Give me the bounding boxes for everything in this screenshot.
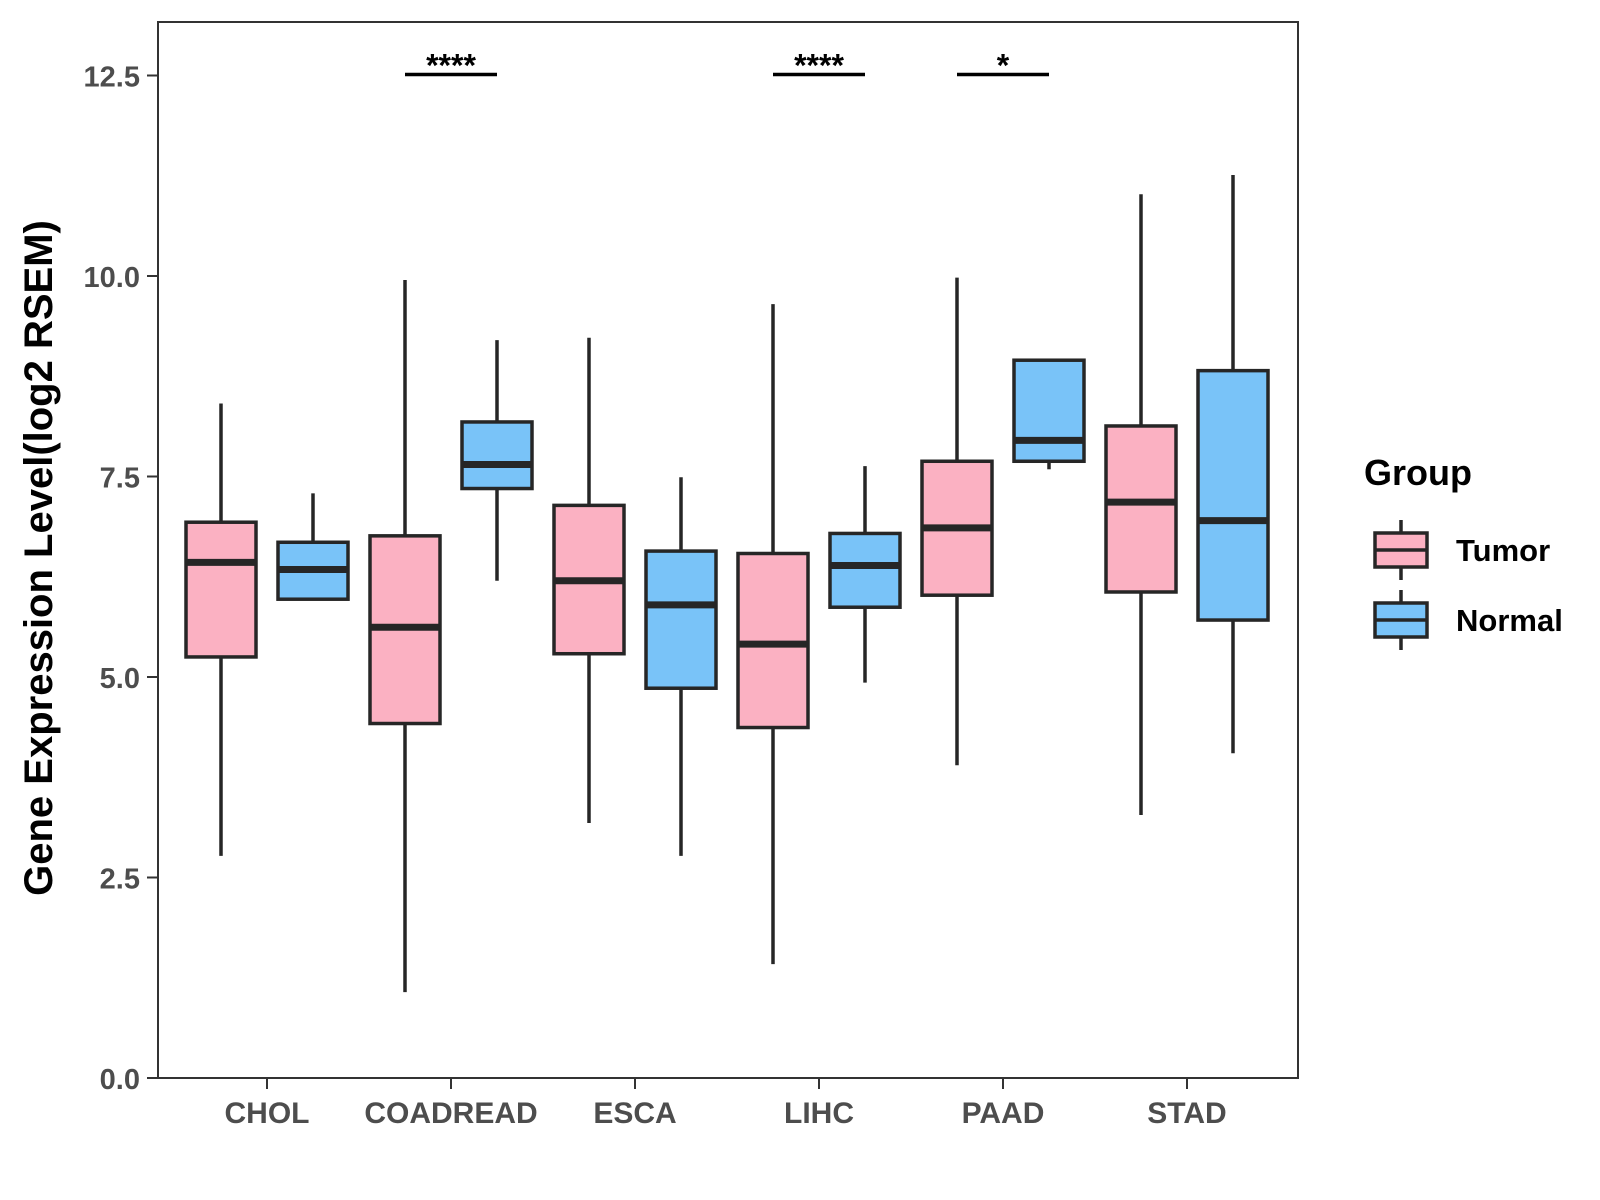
box-tumor-stad bbox=[1104, 194, 1178, 815]
y-axis: 0.0 2.5 5.0 7.5 10.0 12.5 bbox=[84, 62, 158, 1096]
x-axis: CHOL COADREAD ESCA LIHC PAAD STAD bbox=[225, 1078, 1227, 1130]
y-tick-label: 12.5 bbox=[84, 62, 140, 94]
box-tumor-chol bbox=[184, 403, 258, 856]
x-tick-label: COADREAD bbox=[364, 1097, 537, 1130]
box-normal-coadread bbox=[460, 340, 534, 581]
box-tumor-esca bbox=[552, 337, 626, 823]
box-iqr bbox=[736, 551, 810, 730]
box-iqr bbox=[460, 420, 534, 491]
box-tumor-lihc bbox=[736, 304, 810, 965]
x-tick-label: PAAD bbox=[962, 1097, 1045, 1130]
plot-panel bbox=[157, 21, 1299, 1079]
y-tick-label: 7.5 bbox=[100, 463, 140, 495]
box-tumor-coadread bbox=[368, 280, 442, 993]
box-normal-stad bbox=[1196, 174, 1270, 754]
legend-label: Tumor bbox=[1456, 533, 1550, 568]
box-normal-esca bbox=[644, 477, 718, 856]
y-tick-label: 5.0 bbox=[100, 663, 140, 695]
box-normal-lihc bbox=[828, 466, 902, 683]
significance-label: **** bbox=[794, 48, 844, 84]
box-series bbox=[184, 174, 1270, 993]
box-normal-paad bbox=[1012, 358, 1086, 470]
legend-label: Normal bbox=[1456, 603, 1563, 638]
y-tick-label: 0.0 bbox=[100, 1064, 140, 1096]
legend-item-normal: Normal bbox=[1373, 590, 1563, 650]
x-tick-label: STAD bbox=[1147, 1097, 1226, 1130]
legend-title: Group bbox=[1364, 452, 1472, 493]
x-tick-label: CHOL bbox=[225, 1097, 310, 1130]
y-tick-label: 10.0 bbox=[84, 262, 140, 294]
box-iqr bbox=[644, 549, 718, 690]
box-iqr bbox=[184, 520, 258, 659]
significance-label: **** bbox=[426, 48, 476, 84]
box-tumor-paad bbox=[920, 277, 994, 766]
significance-label: * bbox=[997, 48, 1010, 84]
x-tick-label: ESCA bbox=[593, 1097, 676, 1130]
x-tick-label: LIHC bbox=[784, 1097, 854, 1130]
significance-annotations: **** **** * bbox=[405, 48, 1049, 84]
box-iqr bbox=[1196, 368, 1270, 622]
y-axis-title: Gene Expression Level(log2 RSEM) bbox=[17, 220, 61, 896]
y-tick-label: 2.5 bbox=[100, 864, 140, 896]
panel-border bbox=[157, 21, 1299, 1079]
box-iqr bbox=[828, 531, 902, 609]
box-iqr bbox=[1104, 424, 1178, 594]
box-iqr bbox=[1012, 358, 1086, 464]
legend: Group Tumor Normal bbox=[1364, 452, 1563, 650]
legend-item-tumor: Tumor bbox=[1373, 520, 1550, 580]
box-normal-chol bbox=[276, 493, 350, 601]
